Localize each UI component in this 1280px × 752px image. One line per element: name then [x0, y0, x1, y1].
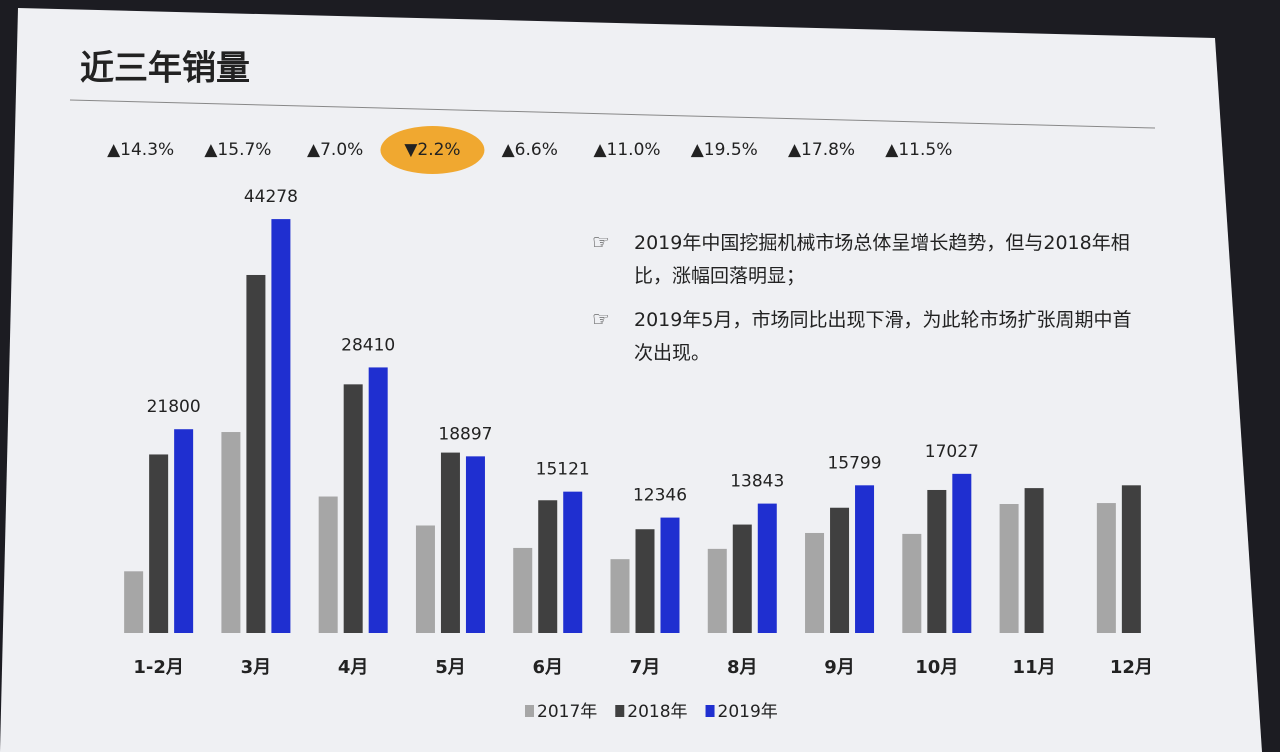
bar [343, 384, 363, 633]
x-tick-label: 9月 [824, 657, 855, 678]
bar [732, 524, 752, 633]
bar [660, 517, 680, 633]
bar [538, 500, 558, 633]
bar [440, 452, 460, 633]
x-tick-label: 10月 [915, 657, 958, 678]
data-label: 12346 [633, 486, 687, 506]
legend-label: 2019年 [718, 702, 778, 722]
note: 2019年中国挖掘机械市场总体呈增长趋势，但与2018年相比，涨幅回落明显； [592, 226, 1134, 293]
legend-label: 2018年 [627, 702, 687, 722]
data-label: 18897 [438, 424, 492, 444]
bar [563, 491, 583, 633]
bar [124, 571, 144, 633]
bar [174, 429, 194, 633]
bar [1121, 485, 1141, 633]
legend-swatch [705, 705, 715, 717]
bar [221, 432, 241, 633]
growth-label: ▲6.6% [502, 140, 558, 160]
data-label: 15121 [536, 460, 590, 480]
bar [513, 547, 533, 633]
bar [1096, 503, 1116, 633]
growth-label: ▲14.3% [107, 140, 174, 160]
bar [999, 504, 1019, 633]
x-tick-label: 7月 [630, 657, 661, 678]
bar [707, 548, 727, 633]
bar [1024, 488, 1044, 633]
data-label: 44278 [244, 187, 298, 207]
data-label: 15799 [827, 453, 881, 473]
slide-title: 近三年销量 [80, 49, 250, 89]
x-tick-label: 5月 [435, 657, 466, 678]
data-label: 13843 [730, 472, 784, 492]
bar [927, 489, 947, 633]
growth-label: ▲15.7% [204, 140, 271, 160]
growth-label: ▲11.5% [885, 140, 952, 160]
growth-label: ▼2.2% [404, 140, 460, 160]
bar [368, 367, 388, 633]
highlight [380, 126, 485, 174]
bar [271, 219, 291, 633]
bar [805, 532, 825, 633]
bar [757, 503, 777, 633]
x-tick-label: 6月 [532, 657, 563, 678]
x-tick-label: 11月 [1013, 657, 1056, 678]
bar [952, 473, 972, 633]
legend-swatch [615, 705, 625, 717]
x-tick-label: 1-2月 [133, 657, 184, 678]
data-label: 17027 [925, 442, 979, 462]
data-label: 21800 [147, 397, 201, 417]
x-tick-label: 4月 [338, 657, 369, 678]
legend-label: 2017年 [537, 702, 597, 722]
bar [855, 485, 875, 633]
bar [415, 525, 435, 633]
bar [635, 529, 655, 633]
bar [149, 454, 169, 633]
growth-label: ▲11.0% [593, 140, 660, 160]
x-tick-label: 12月 [1110, 657, 1153, 678]
bar [246, 274, 266, 633]
growth-label: ▲17.8% [788, 140, 855, 160]
bar [830, 507, 850, 633]
x-tick-label: 3月 [241, 657, 272, 678]
note: 2019年5月，市场同比出现下滑，为此轮市场扩张周期中首次出现。 [592, 303, 1134, 370]
bar [902, 533, 922, 633]
data-label: 28410 [341, 335, 395, 355]
growth-label: ▲7.0% [307, 140, 363, 160]
growth-label: ▲19.5% [691, 140, 758, 160]
slide [0, 8, 1262, 752]
title-rule [69, 99, 1156, 129]
x-tick-label: 8月 [727, 657, 758, 678]
bar [318, 496, 338, 633]
bar [465, 456, 485, 633]
legend-swatch [525, 705, 534, 717]
bar [610, 559, 630, 633]
